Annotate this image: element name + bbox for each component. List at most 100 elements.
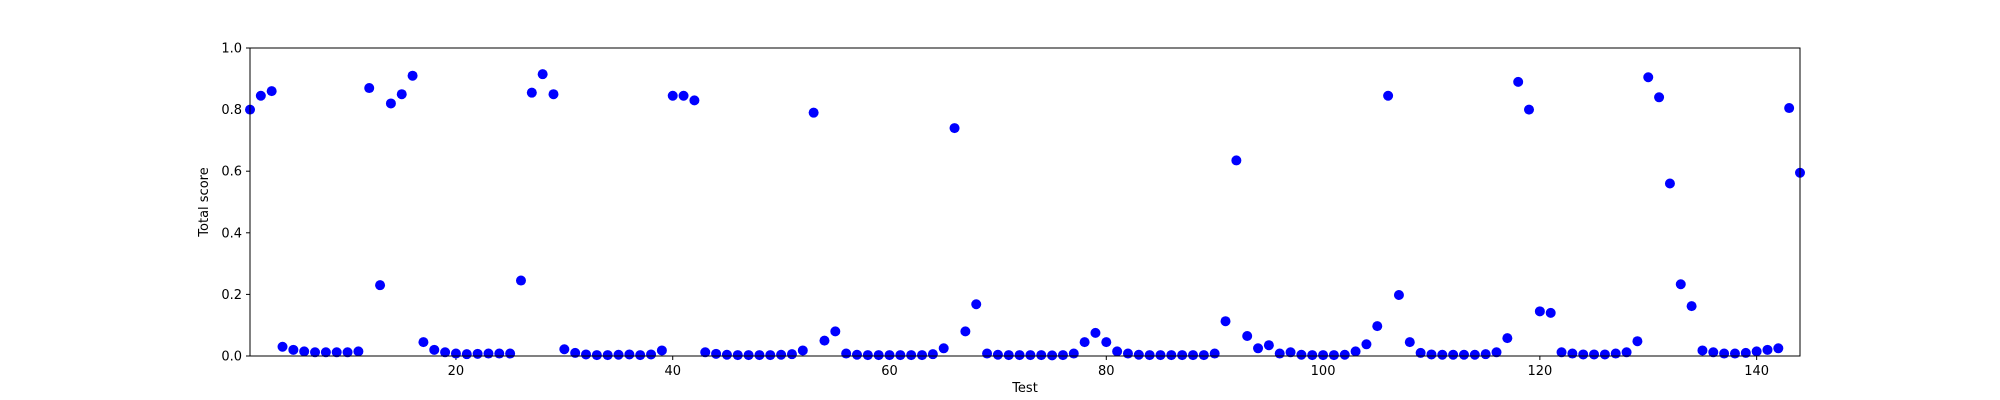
point	[884, 350, 895, 361]
point	[1524, 104, 1535, 115]
point	[450, 348, 461, 359]
point	[895, 350, 906, 361]
point	[1534, 306, 1545, 317]
y-tick-label: 0.0	[221, 350, 242, 365]
point	[1708, 347, 1719, 358]
point	[1556, 347, 1567, 358]
point	[1599, 349, 1610, 360]
point	[255, 90, 266, 101]
x-tick-label: 40	[664, 364, 681, 379]
point	[1621, 347, 1632, 358]
point	[1480, 349, 1491, 360]
point	[1220, 316, 1231, 327]
point	[342, 347, 353, 358]
x-tick-label: 140	[1744, 364, 1769, 379]
point	[310, 347, 321, 358]
point	[266, 86, 277, 97]
point	[1372, 321, 1383, 332]
point	[732, 350, 743, 361]
point	[591, 350, 602, 361]
point	[1209, 348, 1220, 359]
point	[559, 344, 570, 355]
point	[992, 349, 1003, 360]
point	[440, 347, 451, 358]
x-tick-label: 80	[1098, 364, 1115, 379]
point	[1383, 90, 1394, 101]
point	[1458, 349, 1469, 360]
point	[1274, 348, 1285, 359]
point	[1036, 350, 1047, 361]
point	[678, 90, 689, 101]
point	[505, 348, 516, 359]
point	[537, 69, 548, 80]
point	[1025, 350, 1036, 361]
point	[721, 349, 732, 360]
y-tick-label: 0.6	[221, 165, 242, 180]
point	[526, 87, 537, 98]
point	[624, 349, 635, 360]
point	[515, 275, 526, 286]
point	[494, 348, 505, 359]
point	[797, 345, 808, 356]
point	[1697, 345, 1708, 356]
point	[1762, 344, 1773, 355]
point	[1773, 343, 1784, 354]
x-tick-label: 100	[1311, 364, 1336, 379]
point	[776, 349, 787, 360]
point	[1177, 350, 1188, 361]
point	[906, 350, 917, 361]
y-axis-label: Total score	[197, 167, 212, 237]
y-tick-label: 0.2	[221, 288, 242, 303]
point	[570, 347, 581, 358]
point	[353, 346, 364, 357]
x-tick-label: 20	[448, 364, 465, 379]
point	[1740, 347, 1751, 358]
point	[1328, 350, 1339, 361]
point	[1578, 349, 1589, 360]
point	[364, 83, 375, 94]
point	[862, 350, 873, 361]
point	[396, 89, 407, 100]
point	[786, 349, 797, 360]
point	[1719, 348, 1730, 359]
point	[1242, 330, 1253, 341]
point	[851, 349, 862, 360]
point	[1133, 349, 1144, 360]
point	[960, 326, 971, 337]
point	[1003, 350, 1014, 361]
point	[1231, 155, 1242, 166]
point	[602, 350, 613, 361]
point	[1784, 103, 1795, 114]
point	[1350, 346, 1361, 357]
point	[288, 344, 299, 355]
point	[646, 349, 657, 360]
point	[407, 70, 418, 81]
point	[581, 349, 592, 360]
point	[743, 350, 754, 361]
point	[656, 345, 667, 356]
point	[1047, 350, 1058, 361]
point	[1751, 346, 1762, 357]
point	[1090, 327, 1101, 338]
point	[320, 347, 331, 358]
point	[1448, 349, 1459, 360]
point	[1166, 350, 1177, 361]
point	[1014, 350, 1025, 361]
point	[1079, 337, 1090, 348]
point	[1664, 178, 1675, 189]
point	[765, 350, 776, 361]
point	[385, 98, 396, 109]
y-tick-label: 1.0	[221, 42, 242, 57]
point	[700, 347, 711, 358]
point	[1610, 348, 1621, 359]
point	[1415, 347, 1426, 358]
point	[1318, 350, 1329, 361]
point	[277, 341, 288, 352]
point	[1502, 333, 1513, 344]
point	[1426, 349, 1437, 360]
plot-frame	[249, 47, 1801, 357]
point	[971, 299, 982, 310]
point	[819, 335, 830, 346]
point	[1361, 339, 1372, 350]
point	[1437, 349, 1448, 360]
